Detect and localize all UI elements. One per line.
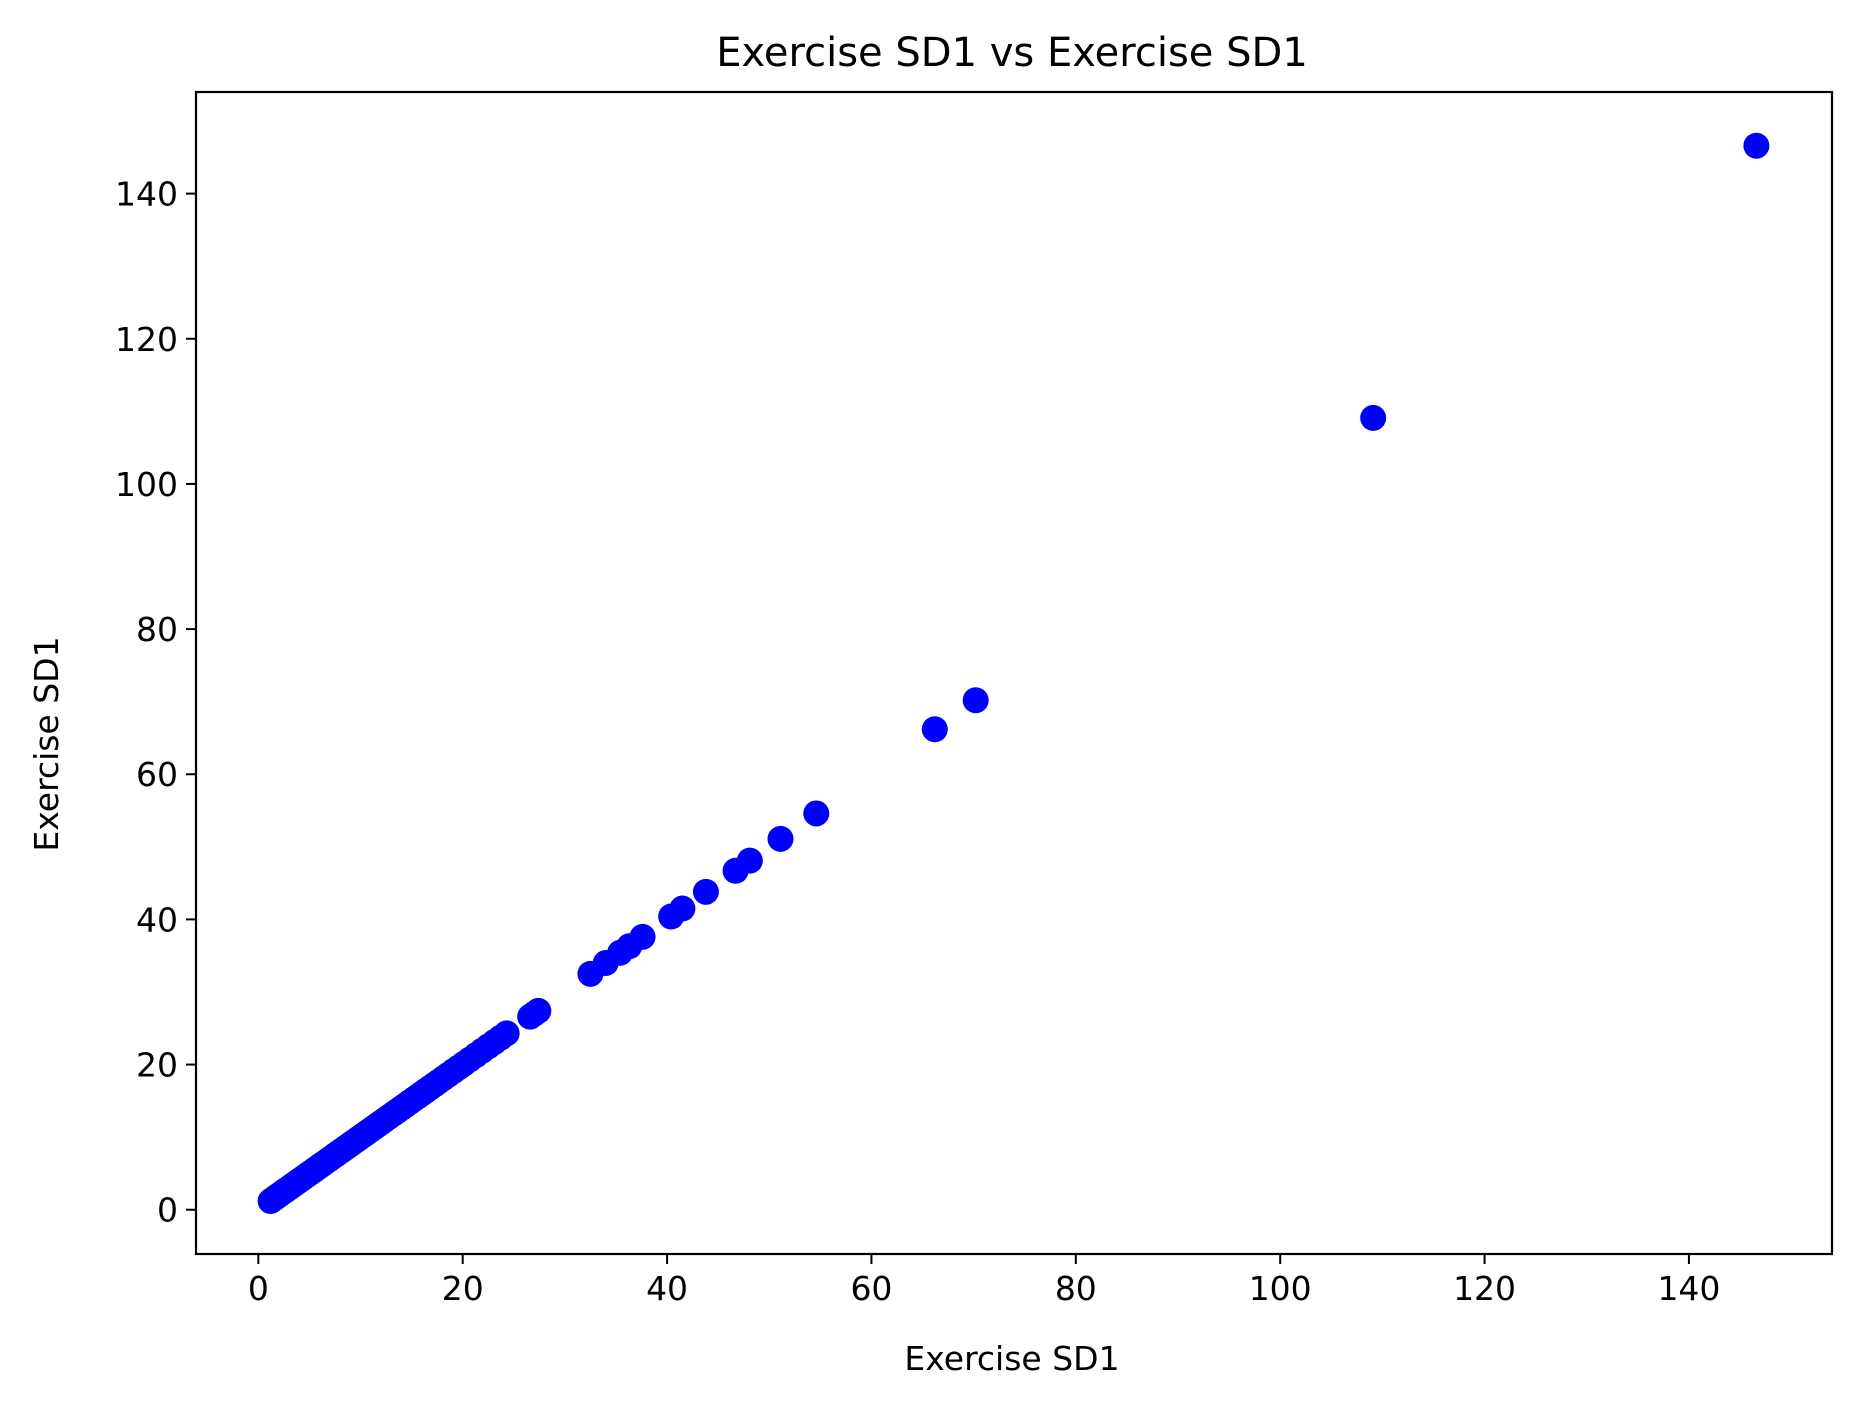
- x-tick-label: 100: [1249, 1269, 1312, 1308]
- data-point: [803, 800, 830, 827]
- data-point: [767, 825, 794, 852]
- y-tick-label: 40: [136, 900, 178, 939]
- y-tick-label: 120: [115, 320, 178, 359]
- x-tick-label: 0: [248, 1269, 269, 1308]
- y-tick-label: 80: [136, 610, 178, 649]
- data-point: [525, 997, 552, 1024]
- x-tick-label: 60: [850, 1269, 892, 1308]
- data-point: [736, 847, 763, 874]
- x-axis: 0 20 40 60 80 100 120 140: [248, 1254, 1720, 1308]
- x-tick-label: 20: [442, 1269, 484, 1308]
- y-axis-label: Exercise SD1: [27, 636, 66, 851]
- x-tick-label: 80: [1055, 1269, 1097, 1308]
- x-tick-label: 120: [1453, 1269, 1516, 1308]
- data-point: [669, 895, 696, 922]
- data-points: [257, 132, 1770, 1215]
- data-point: [692, 878, 719, 905]
- data-point: [493, 1020, 520, 1047]
- y-tick-label: 20: [136, 1046, 178, 1085]
- x-axis-label: Exercise SD1: [904, 1339, 1119, 1378]
- data-point: [1743, 132, 1770, 159]
- data-point: [629, 923, 656, 950]
- y-tick-label: 60: [136, 755, 178, 794]
- chart-title: Exercise SD1 vs Exercise SD1: [716, 30, 1308, 76]
- plot-frame: [194, 90, 1834, 1256]
- data-point: [921, 716, 948, 743]
- y-tick-label: 100: [115, 465, 178, 504]
- x-tick-label: 140: [1657, 1269, 1720, 1308]
- y-tick-label: 140: [115, 175, 178, 214]
- data-point: [962, 687, 989, 714]
- x-tick-label: 40: [646, 1269, 688, 1308]
- data-point: [1360, 404, 1387, 431]
- y-axis: 0 20 40 60 80 100 120 140: [115, 175, 196, 1230]
- y-tick-label: 0: [157, 1191, 178, 1230]
